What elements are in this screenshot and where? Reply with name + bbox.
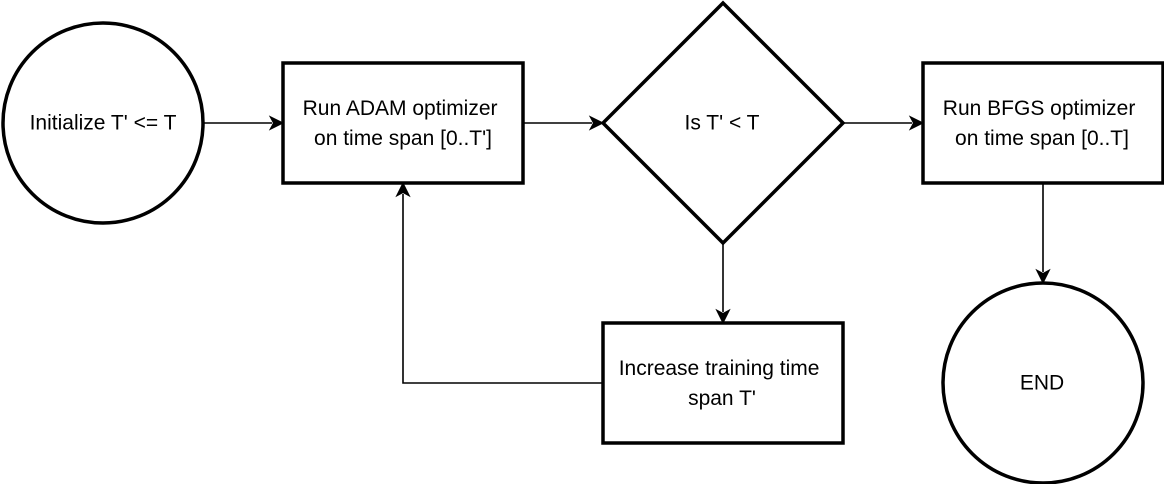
node-increase: Increase training time span T' xyxy=(601,321,845,445)
edge-decision-to-bfgs xyxy=(844,115,925,131)
edge-adam-to-decision xyxy=(524,115,605,131)
start-circle xyxy=(1,21,205,225)
arrowhead-icon xyxy=(268,115,285,131)
node-start: Initialize T' <= T xyxy=(1,21,205,225)
adam-box xyxy=(281,61,525,185)
decision-label: Is T' < T xyxy=(684,112,759,135)
arrowhead-icon xyxy=(908,115,925,131)
bfgs-label: Run BFGS optimizer on time span [0..T] xyxy=(943,97,1141,150)
start-label: Initialize T' <= T xyxy=(30,112,177,135)
edges xyxy=(204,115,1051,384)
edge-increase-to-adam xyxy=(395,181,603,384)
end-circle xyxy=(941,281,1145,484)
arrowhead-icon xyxy=(715,308,731,325)
adam-label: Run ADAM optimizer on time span [0..T'] xyxy=(303,97,504,150)
increase-label: Increase training time span T' xyxy=(619,357,826,410)
arrowhead-icon xyxy=(588,115,605,131)
node-adam: Run ADAM optimizer on time span [0..T'] xyxy=(281,61,525,185)
arrowhead-icon xyxy=(1035,268,1051,285)
bfgs-box xyxy=(921,61,1164,185)
arrowhead-icon xyxy=(395,181,411,198)
edge-decision-to-increase xyxy=(715,243,731,325)
edge-start-to-adam xyxy=(204,115,285,131)
end-label: END xyxy=(1020,372,1064,395)
node-bfgs: Run BFGS optimizer on time span [0..T] xyxy=(921,61,1164,185)
edge-bfgs-to-end xyxy=(1035,183,1051,285)
increase-box xyxy=(601,321,845,445)
node-end: END xyxy=(941,281,1145,484)
decision-diamond xyxy=(600,0,846,246)
node-decision: Is T' < T xyxy=(600,0,846,246)
